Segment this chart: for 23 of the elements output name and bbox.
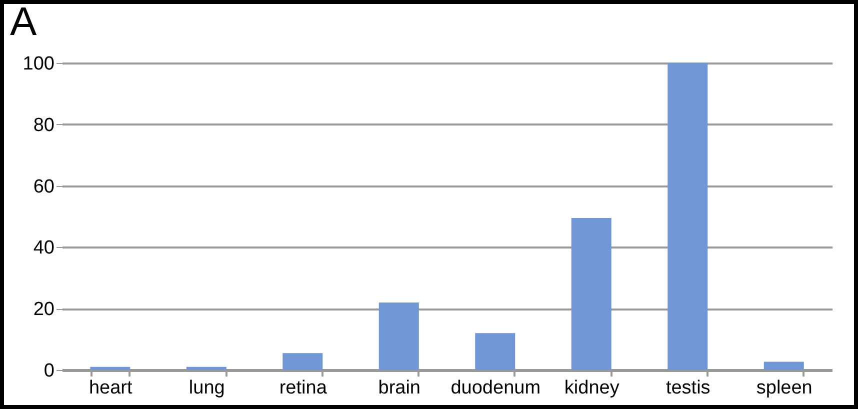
y-tick-label: 20 <box>33 299 54 320</box>
x-tick-label: kidney <box>564 378 620 398</box>
bar <box>764 362 804 370</box>
x-tick-label: lung <box>188 378 225 398</box>
y-tick-label: 40 <box>33 238 54 259</box>
x-tick-label: heart <box>88 378 133 398</box>
x-tick-label: duodenum <box>450 378 541 398</box>
x-tick-label: brain <box>378 378 420 398</box>
bar <box>90 366 130 370</box>
x-tick-label: spleen <box>756 378 812 398</box>
x-tick-label: testis <box>666 378 710 398</box>
y-tick-label: 60 <box>33 176 54 198</box>
y-tick-label: 100 <box>22 54 54 74</box>
y-tick-label: 0 <box>44 360 54 382</box>
bar <box>475 333 516 370</box>
bar <box>186 366 226 370</box>
x-tick-label: retina <box>279 378 328 398</box>
bar <box>571 218 612 370</box>
bar <box>378 302 419 370</box>
y-tick-label: 80 <box>33 114 54 136</box>
bar <box>282 353 323 370</box>
text: A <box>10 0 37 45</box>
bar <box>668 63 708 370</box>
